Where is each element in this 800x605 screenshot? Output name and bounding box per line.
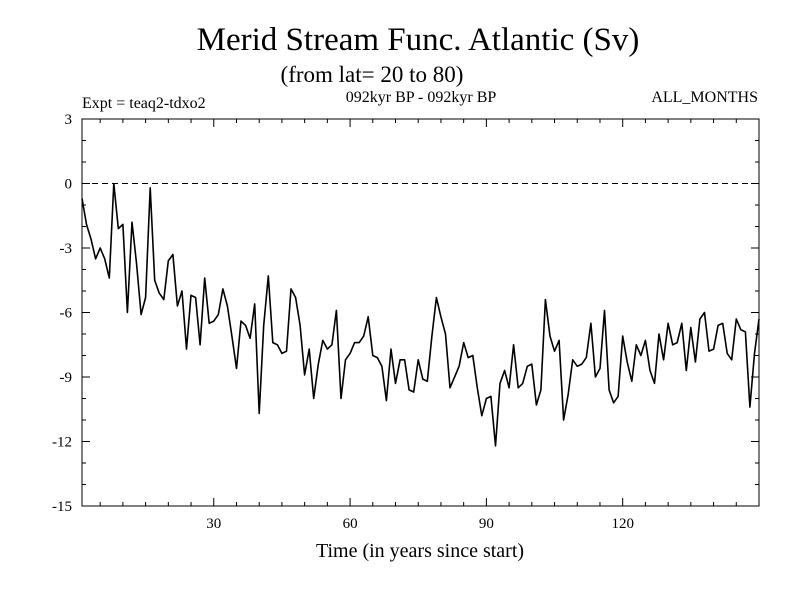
- x-tick-label: 30: [206, 516, 221, 532]
- y-tick-label: -9: [60, 370, 73, 386]
- y-tick-label: -15: [52, 499, 72, 515]
- y-tick-label: 3: [65, 112, 73, 128]
- months-label: ALL_MONTHS: [651, 89, 758, 106]
- x-tick-label: 90: [479, 516, 494, 532]
- x-axis-label: Time (in years since start): [316, 540, 524, 562]
- y-tick-label: 0: [65, 177, 73, 193]
- y-tick-label: -12: [52, 435, 72, 451]
- data-layer: [82, 184, 759, 446]
- y-tick-label: -6: [60, 306, 73, 322]
- period-label: 092kyr BP - 092kyr BP: [346, 89, 497, 106]
- series-line: [82, 184, 759, 446]
- x-tick-label: 120: [611, 516, 634, 532]
- expt-label: Expt = teaq2-tdxo2: [82, 95, 206, 112]
- chart: Merid Stream Func. Atlantic (Sv) (from l…: [0, 0, 800, 600]
- x-tick-label: 60: [343, 516, 358, 532]
- y-tick-label: -3: [60, 241, 73, 257]
- chart-title: Merid Stream Func. Atlantic (Sv): [197, 22, 640, 58]
- chart-subtitle: (from lat= 20 to 80): [281, 62, 464, 87]
